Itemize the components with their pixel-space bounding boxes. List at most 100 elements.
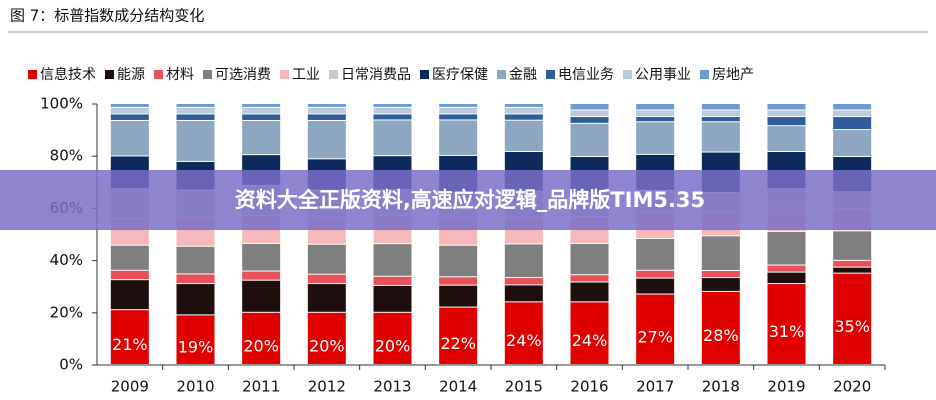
bar-segment	[439, 285, 478, 307]
x-tick-label: 2020	[833, 378, 871, 396]
bar-segment	[176, 274, 215, 284]
bar-segment	[373, 276, 412, 285]
bar-segment	[373, 120, 412, 156]
bar-segment	[373, 107, 412, 114]
bar-segment	[176, 284, 215, 315]
legend-swatch	[700, 70, 709, 79]
legend-swatch	[420, 70, 429, 79]
bar-segment	[439, 114, 478, 120]
legend-label: 信息技术	[40, 66, 96, 83]
legend-label: 电信业务	[558, 67, 614, 83]
bar-segment	[833, 273, 872, 364]
bar-segment	[242, 243, 281, 271]
legend-label: 金融	[509, 67, 537, 83]
bar-segment	[636, 270, 675, 278]
x-tick-label: 2018	[702, 378, 740, 396]
x-tick-label: 2012	[308, 378, 346, 396]
bar-segment	[636, 117, 675, 122]
bar-segment	[373, 104, 412, 107]
bar-segment	[767, 126, 806, 152]
bar-segment	[242, 114, 281, 120]
bar-segment	[504, 120, 543, 152]
bar-segment	[373, 285, 412, 312]
bar-segment	[767, 265, 806, 272]
bar-segment	[439, 245, 478, 277]
legend-swatch	[105, 70, 114, 79]
bar-segment	[242, 120, 281, 155]
y-tick-label: 0%	[59, 356, 83, 374]
bar-segment	[833, 130, 872, 156]
x-tick-label: 2014	[439, 378, 477, 396]
bar-segment	[570, 275, 609, 282]
bar-segment	[307, 284, 346, 312]
bar-segment	[767, 284, 806, 364]
bar-segment	[570, 302, 609, 364]
bar-segment	[701, 278, 740, 291]
bar-segment	[176, 120, 215, 161]
bar-segment	[701, 122, 740, 152]
data-label: 24%	[506, 331, 542, 350]
bar-segment	[439, 307, 478, 364]
x-tick-label: 2011	[242, 378, 280, 396]
bar-segment	[504, 285, 543, 302]
bar-segment	[504, 278, 543, 285]
bar-segment	[110, 107, 149, 114]
bar-segment	[767, 117, 806, 126]
bar-segment	[242, 271, 281, 280]
data-label: 22%	[440, 334, 476, 353]
bar-segment	[307, 104, 346, 107]
bar-segment	[373, 312, 412, 364]
y-tick-label: 80%	[50, 147, 83, 165]
bar-segment	[504, 302, 543, 364]
data-label: 19%	[178, 338, 214, 357]
legend-swatch	[28, 70, 37, 79]
bar-segment	[110, 270, 149, 280]
data-label: 28%	[703, 326, 739, 345]
bar-segment	[570, 282, 609, 302]
bar-segment	[767, 104, 806, 110]
x-tick-label: 2015	[505, 378, 543, 396]
bar-segment	[242, 107, 281, 114]
bar-segment	[176, 104, 215, 107]
bar-segment	[833, 117, 872, 130]
x-tick-label: 2010	[176, 378, 214, 396]
bar-segment	[176, 107, 215, 114]
bar-segment	[570, 104, 609, 110]
bar-segment	[570, 117, 609, 123]
bar-segment	[110, 310, 149, 364]
bar-segment	[701, 110, 740, 117]
bar-segment	[570, 110, 609, 117]
legend-label: 日常消费品	[341, 67, 411, 83]
bar-segment	[307, 274, 346, 284]
bar-segment	[636, 110, 675, 117]
bar-segment	[636, 122, 675, 154]
data-label: 27%	[637, 327, 673, 346]
bar-segment	[242, 312, 281, 364]
x-tick-label: 2013	[373, 378, 411, 396]
data-label: 24%	[572, 331, 608, 350]
y-tick-label: 100%	[40, 95, 83, 113]
banner-band	[0, 170, 936, 230]
data-label: 31%	[769, 322, 805, 341]
bar-segment	[767, 272, 806, 284]
legend-swatch	[623, 70, 632, 79]
chart-title: 图 7：标普指数成分结构变化	[10, 7, 204, 25]
data-label: 20%	[243, 336, 279, 355]
bar-segment	[767, 110, 806, 117]
legend-swatch	[203, 70, 212, 79]
bar-segment	[439, 107, 478, 114]
bar-segment	[439, 277, 478, 285]
bar-segment	[833, 267, 872, 273]
y-tick-label: 40%	[50, 251, 83, 269]
legend-swatch	[546, 70, 555, 79]
data-label: 20%	[375, 336, 411, 355]
bar-segment	[176, 246, 215, 274]
legend-swatch	[280, 70, 289, 79]
bar-segment	[504, 104, 543, 107]
bar-segment	[373, 114, 412, 120]
legend-swatch	[497, 70, 506, 79]
legend-label: 房地产	[712, 67, 754, 83]
bar-segment	[701, 291, 740, 364]
bar-segment	[833, 231, 872, 260]
